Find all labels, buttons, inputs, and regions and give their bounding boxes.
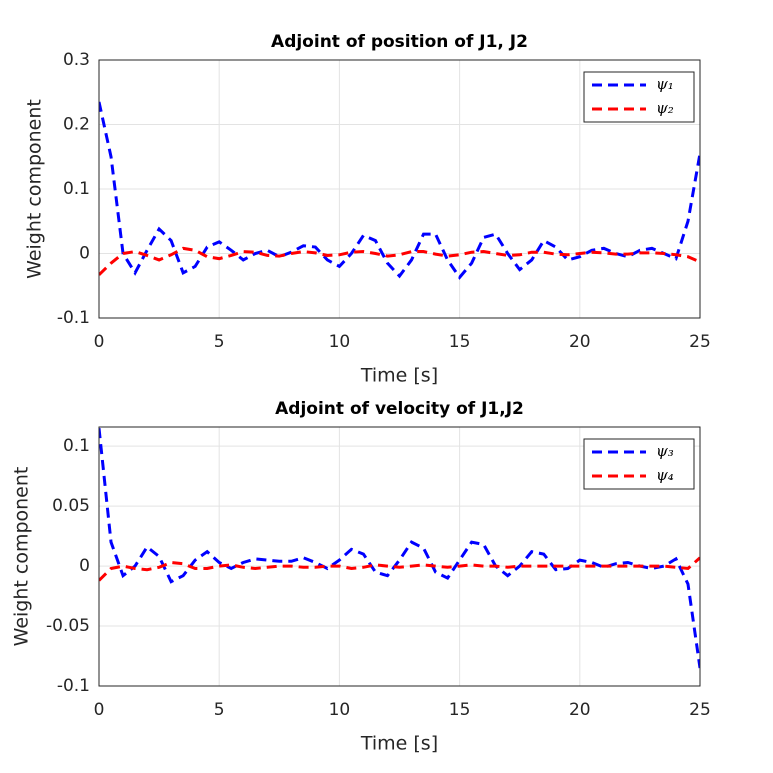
- y-tick-label: -0.05: [46, 616, 90, 636]
- x-tick-label: 20: [569, 332, 591, 352]
- y-tick-label: -0.1: [57, 676, 90, 696]
- legend-label: ψ₁: [656, 75, 674, 93]
- x-tick-label: 10: [329, 332, 351, 352]
- legend-box: [583, 71, 695, 123]
- data-line: [99, 101, 700, 280]
- x-tick-label: 20: [569, 700, 591, 720]
- data-line: [99, 428, 700, 669]
- y-tick-label: 0.2: [63, 115, 90, 135]
- legend-box: [583, 438, 695, 490]
- axes-box: [98, 426, 701, 687]
- legend-label: ψ₂: [656, 99, 674, 117]
- x-tick-label: 0: [94, 700, 105, 720]
- y-tick-label: 0.05: [52, 496, 90, 516]
- data-line: [99, 246, 700, 276]
- y-tick-label: 0.3: [63, 50, 90, 70]
- chart-title: Adjoint of position of J1, J2: [271, 32, 528, 52]
- y-tick-label: 0: [79, 556, 90, 576]
- data-line: [99, 556, 700, 582]
- x-tick-label: 15: [449, 700, 471, 720]
- y-tick-label: 0.1: [63, 436, 90, 456]
- y-axis-label: Weight component: [11, 467, 33, 647]
- chart-title: Adjoint of velocity of J1,J2: [275, 399, 524, 419]
- y-tick-label: 0.1: [63, 179, 90, 199]
- x-tick-label: 25: [689, 332, 711, 352]
- legend-label: ψ₃: [656, 442, 674, 460]
- x-tick-label: 0: [94, 332, 105, 352]
- x-tick-label: 15: [449, 332, 471, 352]
- x-tick-label: 5: [214, 700, 225, 720]
- legend-label: ψ₄: [656, 466, 674, 484]
- axes: 0 5 10 15 20 25 -0.1 -0.05 0 0.05 0.1 Adjoint of ve…: [11, 399, 711, 755]
- x-tick-label: 25: [689, 700, 711, 720]
- x-tick-label: 5: [214, 332, 225, 352]
- y-tick-label: -0.1: [57, 308, 90, 328]
- x-tick-label: 10: [329, 700, 351, 720]
- axes-box: [98, 59, 701, 319]
- y-tick-label: 0: [79, 244, 90, 264]
- x-axis-label: Time [s]: [360, 733, 438, 755]
- x-axis-label: Time [s]: [360, 365, 438, 387]
- y-axis-label: Weight component: [24, 99, 46, 279]
